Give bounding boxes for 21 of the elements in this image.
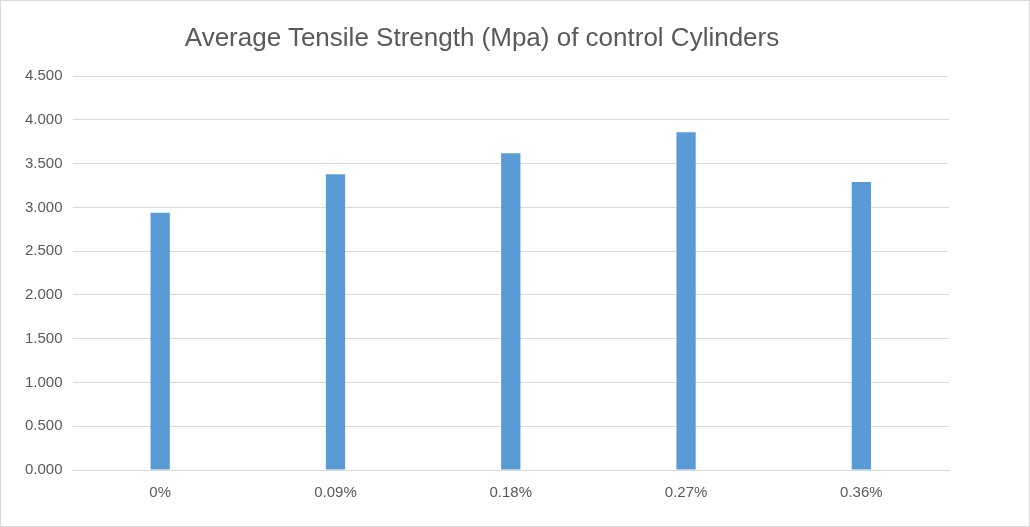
chart-title: Average Tensile Strength (Mpa) of control Cylinders [184, 21, 780, 52]
y-tick-label: 2.500 [24, 241, 63, 259]
y-tick-label: 3.500 [24, 153, 63, 171]
y-tick-label: 2.000 [24, 285, 63, 303]
y-tick-label: 4.000 [24, 110, 63, 128]
y-tick-label: 0.000 [24, 460, 63, 478]
x-tick-label: 0% [149, 483, 172, 501]
bar [501, 153, 521, 470]
bar [851, 182, 871, 470]
x-tick-label: 0.09% [314, 483, 357, 501]
x-tick-label: 0.18% [489, 483, 533, 501]
x-tick-label: 0.27% [664, 483, 708, 501]
bar [150, 212, 170, 470]
y-tick-label: 1.000 [24, 372, 63, 390]
y-tick-label: 0.500 [24, 416, 63, 434]
y-tick-label: 4.500 [24, 66, 63, 84]
y-tick-label: 1.500 [24, 328, 63, 346]
y-tick-label: 3.000 [24, 197, 63, 215]
bar [325, 174, 346, 470]
bar [676, 132, 696, 470]
x-tick-label: 0.36% [840, 483, 883, 501]
